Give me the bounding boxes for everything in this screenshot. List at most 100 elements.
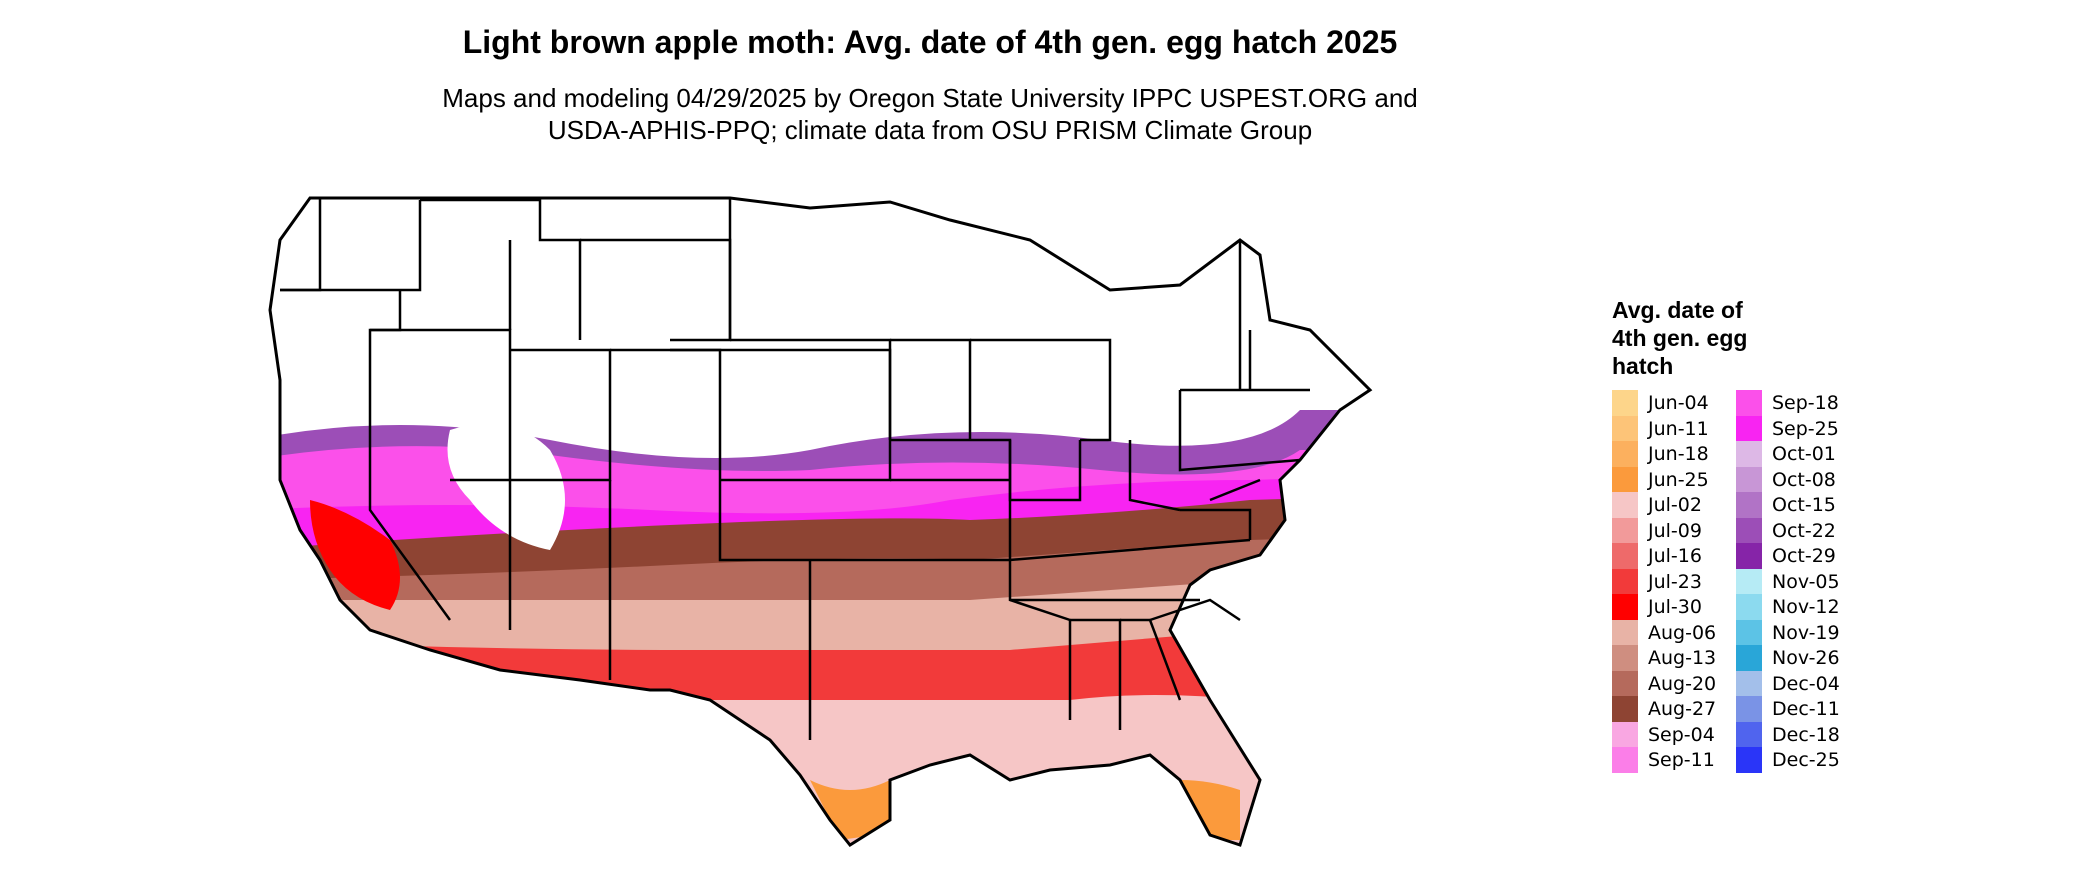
legend-label: Dec-11 — [1772, 698, 1840, 720]
legend-swatch — [1736, 594, 1762, 620]
legend-item: Sep-25 — [1736, 415, 1876, 442]
legend-swatch — [1612, 492, 1638, 518]
legend-title-line-2: 4th gen. egg — [1612, 325, 1748, 351]
legend-swatch — [1736, 517, 1762, 544]
legend-item: Aug-27 — [1612, 696, 1752, 722]
legend-label: Jun-25 — [1648, 468, 1709, 491]
legend-label: Sep-18 — [1772, 392, 1839, 414]
legend-swatch — [1736, 492, 1762, 518]
legend-label: Jul-16 — [1648, 545, 1702, 567]
legend-label: Sep-04 — [1648, 723, 1715, 746]
legend-swatch — [1612, 747, 1638, 773]
phenology-bands — [270, 198, 1370, 845]
legend-item: Sep-11 — [1612, 747, 1752, 773]
legend-swatch — [1736, 619, 1762, 646]
legend-label: Oct-08 — [1772, 468, 1836, 491]
legend-swatch — [1736, 721, 1762, 748]
legend-swatch — [1612, 645, 1638, 671]
legend-label: Jun-11 — [1648, 417, 1709, 440]
legend-swatch — [1612, 517, 1638, 544]
subtitle-line-1: Maps and modeling 04/29/2025 by Oregon S… — [442, 83, 1418, 113]
legend-item: Jul-30 — [1612, 594, 1752, 620]
legend-label: Jul-02 — [1648, 494, 1702, 516]
legend-swatch — [1612, 466, 1638, 493]
legend-label: Aug-06 — [1648, 621, 1717, 644]
legend-label: Aug-20 — [1648, 672, 1717, 695]
legend-swatch — [1736, 696, 1762, 722]
legend-label: Jun-04 — [1648, 392, 1709, 414]
legend-item: Nov-19 — [1736, 619, 1876, 646]
legend-item: Aug-20 — [1612, 670, 1752, 697]
legend-item: Oct-15 — [1736, 492, 1876, 518]
legend-swatch — [1736, 441, 1762, 467]
legend-label: Oct-29 — [1772, 545, 1836, 567]
legend-item: Dec-18 — [1736, 721, 1876, 748]
legend-item: Oct-01 — [1736, 441, 1876, 467]
subtitle-line-2: USDA-APHIS-PPQ; climate data from OSU PR… — [547, 115, 1313, 145]
legend-item: Jul-02 — [1612, 492, 1752, 518]
legend-label: Jul-09 — [1648, 519, 1702, 542]
legend-item: Jul-09 — [1612, 517, 1752, 544]
legend-swatch — [1736, 390, 1762, 416]
map-subtitle: Maps and modeling 04/29/2025 by Oregon S… — [0, 82, 1860, 146]
legend-swatch — [1736, 543, 1762, 569]
legend-item: Dec-04 — [1736, 670, 1876, 697]
legend-swatch — [1612, 721, 1638, 748]
legend-swatch — [1736, 466, 1762, 493]
legend-item: Oct-22 — [1736, 517, 1876, 544]
legend-item: Aug-13 — [1612, 645, 1752, 671]
legend-label: Nov-19 — [1772, 621, 1840, 644]
legend-swatch — [1612, 441, 1638, 467]
legend-item: Jul-23 — [1612, 568, 1752, 595]
legend-swatch — [1612, 696, 1638, 722]
map-title: Light brown apple moth: Avg. date of 4th… — [462, 24, 1398, 60]
legend-label: Oct-22 — [1772, 519, 1836, 542]
legend-item: Nov-12 — [1736, 594, 1876, 620]
legend-label: Nov-26 — [1772, 647, 1840, 669]
legend-label: Aug-13 — [1648, 647, 1717, 669]
legend-item: Nov-05 — [1736, 568, 1876, 595]
legend-label: Jul-23 — [1648, 570, 1702, 593]
legend-swatch — [1612, 619, 1638, 646]
legend-swatch — [1612, 415, 1638, 442]
legend-label: Nov-12 — [1772, 596, 1840, 618]
legend-label: Oct-01 — [1772, 443, 1836, 465]
legend-swatch — [1612, 594, 1638, 620]
legend-label: Jun-18 — [1648, 443, 1709, 465]
legend-swatch — [1736, 645, 1762, 671]
legend: Avg. date of 4th gen. egg hatch Jun-04 Ju… — [1612, 296, 1912, 773]
legend-label: Sep-25 — [1772, 417, 1839, 440]
legend-item: Dec-11 — [1736, 696, 1876, 722]
state-boundaries — [280, 198, 1310, 740]
legend-label: Sep-11 — [1648, 749, 1715, 771]
legend-item: Jun-18 — [1612, 441, 1752, 467]
legend-item: Nov-26 — [1736, 645, 1876, 671]
legend-swatch — [1736, 568, 1762, 595]
legend-item: Jun-25 — [1612, 466, 1752, 493]
legend-title-line-1: Avg. date of — [1612, 297, 1743, 323]
legend-item: Jun-04 — [1612, 390, 1752, 416]
legend-label: Nov-05 — [1772, 570, 1840, 593]
legend-item: Sep-18 — [1736, 390, 1876, 416]
legend-label: Dec-04 — [1772, 672, 1840, 695]
legend-swatch — [1612, 543, 1638, 569]
legend-label: Jul-30 — [1648, 596, 1702, 618]
legend-title: Avg. date of 4th gen. egg hatch — [1612, 296, 1792, 380]
legend-label: Aug-27 — [1648, 698, 1717, 720]
legend-swatch — [1612, 670, 1638, 697]
legend-item: Oct-29 — [1736, 543, 1876, 569]
us-phenology-map — [268, 196, 1372, 847]
legend-label: Dec-18 — [1772, 723, 1840, 746]
legend-label: Oct-15 — [1772, 494, 1836, 516]
legend-swatch — [1736, 747, 1762, 773]
legend-item: Jul-16 — [1612, 543, 1752, 569]
legend-item: Jun-11 — [1612, 415, 1752, 442]
legend-swatch — [1736, 415, 1762, 442]
legend-item: Dec-25 — [1736, 747, 1876, 773]
legend-item: Aug-06 — [1612, 619, 1752, 646]
legend-label: Dec-25 — [1772, 749, 1840, 771]
legend-swatch — [1612, 568, 1638, 595]
legend-swatch — [1612, 390, 1638, 416]
legend-title-line-3: hatch — [1612, 353, 1674, 379]
legend-item: Oct-08 — [1736, 466, 1876, 493]
